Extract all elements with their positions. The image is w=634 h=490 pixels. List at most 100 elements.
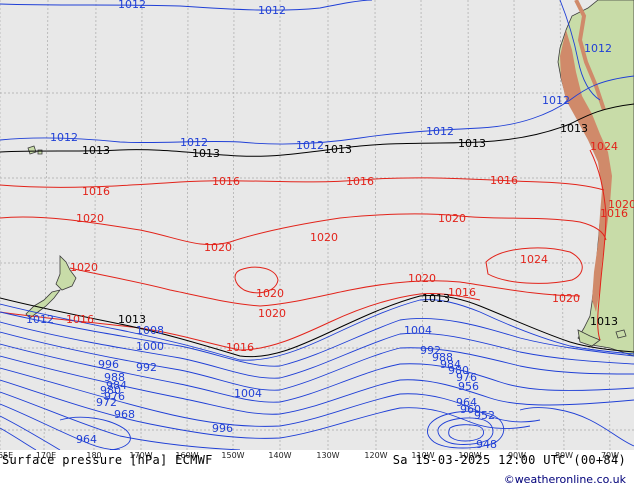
lon-label: 180 (86, 451, 102, 460)
isobar-1013-lower (0, 295, 634, 358)
label-992: 992 (136, 361, 157, 374)
label-976: 976 (104, 390, 125, 403)
label-1020: 1020 (408, 272, 436, 285)
lon-label: 90W (507, 451, 527, 460)
lon-label: 165E (0, 451, 14, 460)
low-center-ring-2 (437, 417, 494, 445)
isobar-labels: 1012 1012 1012 1012 1012 1012 1012 1012 … (26, 0, 634, 450)
label-1004: 1004 (404, 324, 432, 337)
lon-label: 70W (600, 451, 620, 460)
isobar-976 (0, 403, 121, 450)
isobar-972 (0, 415, 61, 450)
isobar-1004 (0, 321, 634, 379)
isobar-984 (0, 379, 531, 439)
pressure-map: 1012 1012 1012 1012 1012 1012 1012 1012 … (0, 0, 634, 450)
label-1020: 1020 (258, 307, 286, 320)
isobar-992 (0, 355, 634, 415)
isobar-1020-lower (69, 267, 581, 307)
isobar-1020-cell (234, 266, 279, 294)
label-1012: 1012 (296, 139, 324, 152)
isobar-1012-lower (0, 299, 634, 361)
label-1020: 1020 (70, 261, 98, 274)
lon-label: 130W (316, 451, 340, 460)
label-1012: 1012 (26, 313, 54, 326)
label-996: 996 (212, 422, 233, 435)
label-1000: 1000 (136, 340, 164, 353)
label-980: 980 (448, 364, 469, 377)
lon-label: 160W (175, 451, 199, 460)
lon-label: 150W (221, 451, 245, 460)
label-1013: 1013 (422, 292, 450, 305)
label-952: 952 (474, 409, 495, 422)
andes-ridge-north (574, 0, 606, 111)
isobar-980 (0, 391, 241, 450)
lon-label: 170W (129, 451, 153, 460)
isobar-1020-upper (0, 213, 607, 246)
label-1020: 1020 (552, 292, 580, 305)
isobar-1016-lower (0, 293, 481, 351)
isobars-high (0, 149, 607, 351)
label-1012: 1012 (258, 4, 286, 17)
label-1012: 1012 (426, 125, 454, 138)
label-1013: 1013 (192, 147, 220, 160)
label-956: 956 (458, 380, 479, 393)
isobar-1000 (0, 331, 634, 391)
label-960: 960 (460, 403, 481, 416)
lon-label: 80W (554, 451, 574, 460)
label-972: 972 (96, 396, 117, 409)
isobar-960-east (519, 407, 634, 447)
label-1013: 1013 (590, 315, 618, 328)
label-992: 992 (420, 344, 441, 357)
lon-label: 140W (268, 451, 292, 460)
label-1016: 1016 (226, 341, 254, 354)
label-964: 964 (456, 396, 477, 409)
tierra-del-fuego (577, 329, 601, 347)
isobars-low (0, 0, 634, 450)
label-1013: 1013 (82, 144, 110, 157)
label-980: 980 (100, 384, 121, 397)
label-1020: 1020 (310, 231, 338, 244)
lon-label: 110W (411, 451, 435, 460)
isobar-1012-upper (0, 75, 634, 145)
label-988: 988 (432, 351, 453, 364)
isobar-1016-upper (0, 177, 605, 191)
map-title: Surface pressure [hPa] ECMWF (2, 453, 213, 467)
label-1020: 1020 (438, 212, 466, 225)
label-1024: 1024 (520, 253, 548, 266)
label-1013: 1013 (560, 122, 588, 135)
isobar-1008 (0, 311, 634, 367)
label-1016: 1016 (212, 175, 240, 188)
label-1020: 1020 (204, 241, 232, 254)
footer-bar (0, 450, 634, 490)
credit-link[interactable]: ©weatheronline.co.uk (503, 473, 626, 486)
label-1004: 1004 (234, 387, 262, 400)
label-984: 984 (440, 358, 461, 371)
graticule (0, 0, 634, 450)
label-1020: 1020 (76, 212, 104, 225)
label-948: 948 (476, 438, 497, 450)
label-1013: 1013 (458, 137, 486, 150)
label-1013: 1013 (118, 313, 146, 326)
label-1012: 1012 (542, 94, 570, 107)
valid-time: Sa 15-03-2025 12:00 UTC (00+84) (392, 453, 626, 467)
label-1020: 1020 (256, 287, 284, 300)
label-1013: 1013 (324, 143, 352, 156)
label-996: 996 (98, 358, 119, 371)
label-1012: 1012 (50, 131, 78, 144)
lon-label: 170E (35, 451, 57, 460)
isobar-1016-coast (589, 149, 607, 341)
label-1016: 1016 (600, 207, 628, 220)
label-1016: 1016 (346, 175, 374, 188)
isobars-1013 (0, 103, 634, 358)
isobar-996 (0, 343, 634, 403)
falklands (615, 329, 627, 339)
label-1012: 1012 (584, 42, 612, 55)
fiji-islands (27, 145, 43, 155)
low-center-ring-3 (448, 424, 485, 442)
label-1016: 1016 (490, 174, 518, 187)
label-976: 976 (456, 371, 477, 384)
low-center-ring-1 (426, 410, 505, 449)
andes-high-terrain (560, 30, 612, 312)
label-1012: 1012 (118, 0, 146, 11)
label-1024: 1024 (590, 140, 618, 153)
